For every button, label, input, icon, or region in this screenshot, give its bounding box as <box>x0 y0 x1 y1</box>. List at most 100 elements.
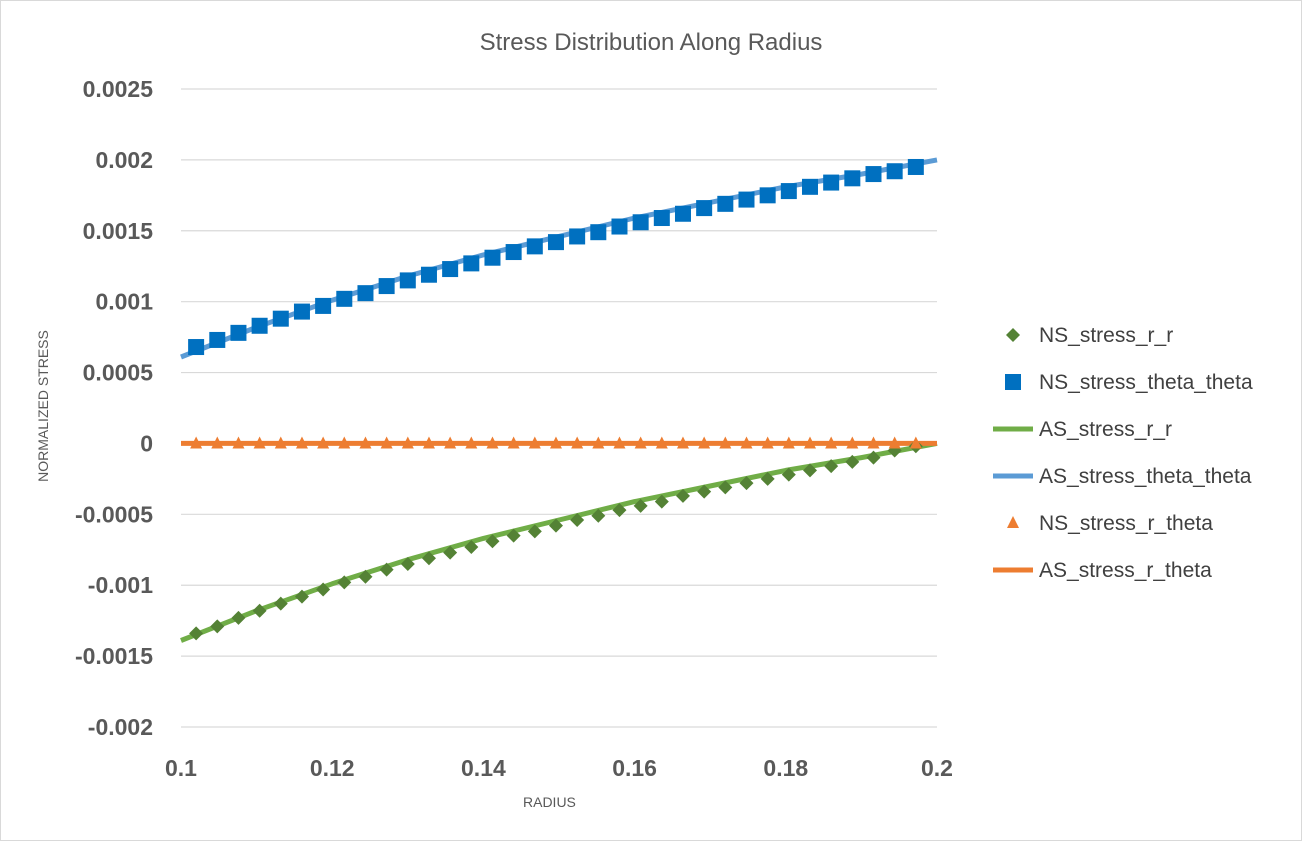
data-point <box>528 436 541 449</box>
legend-swatch <box>1006 328 1020 342</box>
y-tick-label: 0.0025 <box>83 76 154 102</box>
data-point <box>591 508 606 523</box>
x-tick-label: 0.18 <box>763 755 808 781</box>
data-point <box>676 436 689 449</box>
data-point <box>505 244 522 261</box>
data-point <box>506 528 521 543</box>
data-point <box>760 471 775 486</box>
data-point <box>209 331 226 348</box>
data-point <box>378 278 395 295</box>
data-point <box>697 484 712 499</box>
data-point <box>253 436 266 449</box>
data-point <box>675 488 690 503</box>
data-point <box>231 610 246 625</box>
data-point <box>782 436 795 449</box>
y-tick-label: 0.001 <box>95 289 153 315</box>
y-tick-label: -0.0005 <box>75 501 153 527</box>
y-tick-label: -0.002 <box>88 714 153 740</box>
data-point <box>866 450 881 465</box>
x-axis-title: RADIUS <box>523 794 576 810</box>
data-point <box>189 626 204 641</box>
data-point <box>590 224 607 241</box>
data-point <box>527 524 542 539</box>
data-point <box>273 596 288 611</box>
data-point <box>780 183 797 200</box>
data-point <box>655 436 668 449</box>
x-tick-label: 0.1 <box>165 755 197 781</box>
legend-label: AS_stress_theta_theta <box>1039 465 1252 488</box>
data-point <box>634 436 647 449</box>
data-point <box>888 436 901 449</box>
data-point <box>379 562 394 577</box>
data-point <box>465 436 478 449</box>
series-NS_stress_r_r <box>189 439 923 641</box>
data-point <box>422 436 435 449</box>
y-axis-ticks: 0.0025 0.002 0.0015 0.001 0.0005 0 -0.0005 -0.0… <box>75 76 153 740</box>
plot-series <box>180 157 938 643</box>
legend-label: NS_stress_theta_theta <box>1039 371 1253 394</box>
series-NS_stress_r_theta <box>190 436 922 449</box>
data-point <box>190 436 203 449</box>
data-point <box>549 436 562 449</box>
data-point <box>294 589 309 604</box>
data-point <box>571 436 584 449</box>
data-point <box>696 200 713 217</box>
data-point <box>421 551 436 566</box>
series-AS_stress_r_r <box>180 440 938 643</box>
data-point <box>316 582 331 597</box>
data-point <box>823 174 840 191</box>
data-point <box>399 272 416 289</box>
data-point <box>698 436 711 449</box>
data-point <box>633 498 648 513</box>
legend-label: NS_stress_r_r <box>1039 324 1173 347</box>
data-point <box>251 317 268 334</box>
data-point <box>317 436 330 449</box>
data-point <box>569 228 586 245</box>
data-point <box>293 303 310 320</box>
y-tick-label: 0 <box>140 430 153 456</box>
data-point <box>486 436 499 449</box>
data-point <box>801 178 818 195</box>
data-point <box>547 234 564 251</box>
data-point <box>252 603 267 618</box>
data-point <box>464 539 479 554</box>
legend-item: NS_stress_r_theta <box>1007 512 1213 535</box>
data-point <box>444 436 457 449</box>
data-point <box>909 436 922 449</box>
data-point <box>632 214 649 231</box>
y-tick-label: -0.001 <box>88 572 153 598</box>
data-point <box>718 480 733 495</box>
legend-swatch <box>1007 516 1019 528</box>
series-line <box>180 440 938 643</box>
data-point <box>400 556 415 571</box>
data-point <box>654 494 669 509</box>
data-point <box>717 195 734 212</box>
y-tick-label: -0.0015 <box>75 643 153 669</box>
legend-item: AS_stress_r_r <box>993 418 1172 441</box>
legend-item: AS_stress_theta_theta <box>993 465 1252 488</box>
data-point <box>674 205 691 222</box>
legend-item: AS_stress_r_theta <box>993 559 1212 582</box>
data-point <box>485 534 500 549</box>
data-point <box>338 436 351 449</box>
data-point <box>761 436 774 449</box>
data-point <box>357 285 374 302</box>
data-point <box>846 436 859 449</box>
data-point <box>188 339 205 356</box>
legend-item: NS_stress_theta_theta <box>1005 371 1253 394</box>
data-point <box>740 436 753 449</box>
data-point <box>230 324 247 341</box>
data-point <box>358 569 373 584</box>
data-point <box>867 436 880 449</box>
data-point <box>739 476 754 491</box>
data-point <box>443 545 458 560</box>
y-tick-label: 0.0005 <box>83 360 154 386</box>
data-point <box>781 467 796 482</box>
legend-swatch <box>1005 374 1021 390</box>
data-point <box>337 575 352 590</box>
data-point <box>719 436 732 449</box>
data-point <box>295 436 308 449</box>
data-point <box>272 310 289 327</box>
data-point <box>211 436 224 449</box>
x-tick-label: 0.2 <box>921 755 953 781</box>
